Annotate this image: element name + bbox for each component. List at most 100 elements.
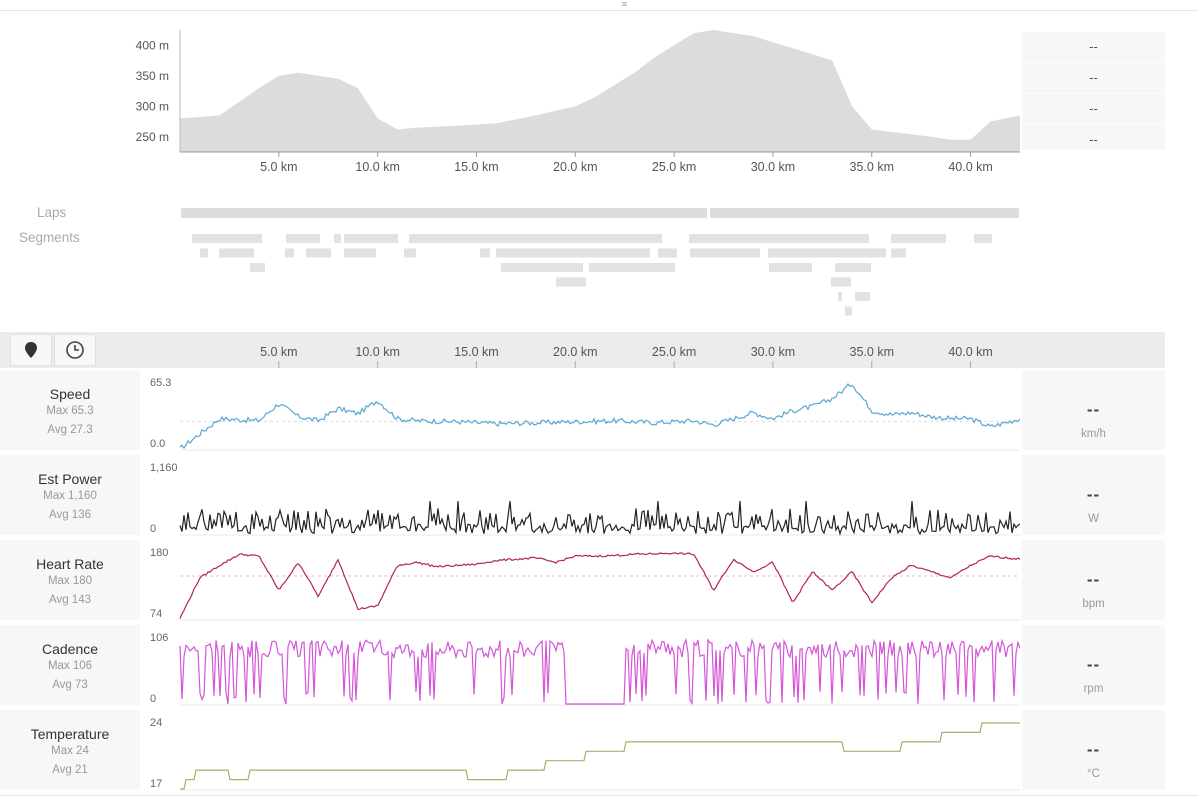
segment-bar[interactable] xyxy=(855,292,870,301)
elevation-x-tick: 35.0 km xyxy=(850,160,894,174)
metric-value: -- xyxy=(1086,485,1101,504)
metric-unit: °C xyxy=(1087,768,1100,780)
segment-bar[interactable] xyxy=(845,306,852,316)
distance-x-tick: 5.0 km xyxy=(260,345,298,359)
segment-bar[interactable] xyxy=(589,263,675,272)
metric-y-top: 65.3 xyxy=(150,377,171,389)
metric-unit: W xyxy=(1088,513,1099,525)
elevation-x-tick: 10.0 km xyxy=(355,160,399,174)
segment-bar[interactable] xyxy=(831,277,851,287)
segment-bar[interactable] xyxy=(200,248,208,258)
metric-y-top: 1,160 xyxy=(150,462,178,474)
segment-bar[interactable] xyxy=(891,248,906,258)
elevation-stat: -- xyxy=(1022,125,1165,156)
segment-bar[interactable] xyxy=(192,234,262,243)
segment-bar[interactable] xyxy=(306,248,331,258)
top-resize-bar[interactable]: ≡ xyxy=(0,0,1198,11)
drag-handle-icon[interactable]: ≡ xyxy=(621,0,628,9)
segment-bar[interactable] xyxy=(496,248,650,258)
segment-bar[interactable] xyxy=(334,234,341,243)
segment-bar[interactable] xyxy=(658,248,677,258)
metric-name: Temperature xyxy=(30,726,110,742)
elevation-x-tick: 30.0 km xyxy=(751,160,795,174)
segment-bar[interactable] xyxy=(556,277,586,287)
metric-y-top: 106 xyxy=(150,632,168,644)
metric-name: Speed xyxy=(49,386,91,402)
metric-unit: km/h xyxy=(1081,428,1106,440)
segment-bar[interactable] xyxy=(219,248,254,258)
segment-bar[interactable] xyxy=(285,248,294,258)
elevation-x-tick: 15.0 km xyxy=(454,160,498,174)
metric-avg: Avg 136 xyxy=(49,509,91,521)
clock-icon xyxy=(66,341,84,359)
lap-bar[interactable] xyxy=(181,208,707,218)
segment-bar[interactable] xyxy=(838,292,842,301)
segment-bar[interactable] xyxy=(409,234,662,243)
metric-series-line xyxy=(179,637,1020,706)
elevation-y-tick: 350 m xyxy=(136,69,169,83)
elevation-stat: -- xyxy=(1022,63,1165,94)
metric-max: Max 180 xyxy=(47,575,93,587)
segments-label: Segments xyxy=(19,230,80,245)
segment-bar[interactable] xyxy=(286,234,320,243)
metric-y-top: 24 xyxy=(150,717,162,729)
segment-bar[interactable] xyxy=(974,234,992,243)
metric-label-0: Speed Max 65.3 Avg 27.3 xyxy=(0,370,140,450)
segment-bar[interactable] xyxy=(769,263,812,272)
segment-bar[interactable] xyxy=(689,234,869,243)
segment-bar[interactable] xyxy=(404,248,416,258)
metric-series-line xyxy=(179,382,1020,450)
elevation-stat: -- xyxy=(1022,32,1165,63)
segment-bar[interactable] xyxy=(480,248,490,258)
metric-name: Est Power xyxy=(38,471,102,487)
distance-x-tick: 20.0 km xyxy=(553,345,597,359)
metric-value: -- xyxy=(1086,740,1101,759)
segment-bar[interactable] xyxy=(891,234,946,243)
distance-x-tick: 35.0 km xyxy=(850,345,894,359)
laps-segments-track xyxy=(181,208,1019,316)
clock-button[interactable] xyxy=(54,334,96,366)
metric-value: -- xyxy=(1086,655,1101,674)
metric-chart-4: 24 17 xyxy=(150,717,1020,791)
metric-series-line xyxy=(179,500,1020,536)
metric-avg: Avg 73 xyxy=(52,679,88,691)
segment-bar[interactable] xyxy=(690,248,760,258)
map-pin-button[interactable] xyxy=(10,334,52,366)
elevation-area xyxy=(180,30,1020,152)
metric-series-line xyxy=(180,722,1020,790)
metric-current-0: -- km/h xyxy=(1022,370,1165,450)
metric-chart-2: 180 74 xyxy=(150,547,1020,621)
distance-x-tick: 30.0 km xyxy=(751,345,795,359)
elevation-x-tick: 25.0 km xyxy=(652,160,696,174)
metric-chart-0: 65.3 0.0 xyxy=(150,377,1020,451)
segment-bar[interactable] xyxy=(344,248,376,258)
metric-unit: bpm xyxy=(1082,598,1105,610)
metric-current-3: -- rpm xyxy=(1022,625,1165,705)
segment-bar[interactable] xyxy=(835,263,871,272)
segment-bar[interactable] xyxy=(250,263,265,272)
metric-label-1: Est Power Max 1,160 Avg 136 xyxy=(0,455,140,535)
metric-chart-1: 1,160 0 xyxy=(150,462,1020,536)
metric-current-4: -- °C xyxy=(1022,710,1165,790)
metric-label-2: Heart Rate Max 180 Avg 143 xyxy=(0,540,140,620)
distance-x-tick: 25.0 km xyxy=(652,345,696,359)
metric-chart-3: 106 0 xyxy=(150,632,1020,706)
metric-label-4: Temperature Max 24 Avg 21 xyxy=(0,710,140,790)
metric-label-3: Cadence Max 106 Avg 73 xyxy=(0,625,140,705)
metric-y-bottom: 74 xyxy=(150,608,162,620)
metric-y-bottom: 0 xyxy=(150,693,156,705)
metric-max: Max 106 xyxy=(47,660,93,672)
elevation-stat: -- xyxy=(1022,94,1165,125)
segment-bar[interactable] xyxy=(768,248,886,258)
segment-bar[interactable] xyxy=(501,263,583,272)
chart-toolbar: 5.0 km 10.0 km 15.0 km 20.0 km 25.0 km 30.0 k… xyxy=(0,332,1165,368)
metric-series-line xyxy=(179,552,1020,619)
elevation-y-tick: 250 m xyxy=(136,130,169,144)
metric-avg: Avg 27.3 xyxy=(47,424,93,436)
metric-value: -- xyxy=(1086,400,1101,419)
lap-bar[interactable] xyxy=(710,208,1019,218)
segment-bar[interactable] xyxy=(344,234,398,243)
laps-label: Laps xyxy=(37,205,67,220)
metric-current-2: -- bpm xyxy=(1022,540,1165,620)
distance-axis: 5.0 km 10.0 km 15.0 km 20.0 km 25.0 km 30.0 k… xyxy=(260,345,993,368)
